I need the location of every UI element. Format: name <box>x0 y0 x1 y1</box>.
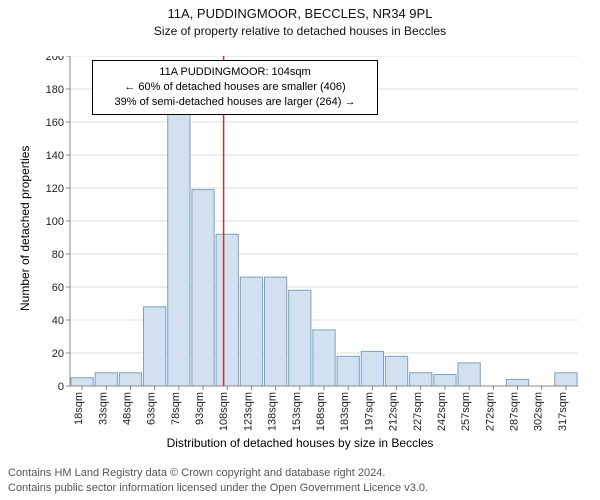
chart-container: 11A, PUDDINGMOOR, BECCLES, NR34 9PL Size… <box>0 0 600 500</box>
footer-line-1: Contains HM Land Registry data © Crown c… <box>8 466 592 481</box>
histogram-bar <box>216 234 238 386</box>
svg-text:302sqm: 302sqm <box>533 392 545 431</box>
histogram-bar <box>458 363 480 386</box>
chart-title: 11A, PUDDINGMOOR, BECCLES, NR34 9PL <box>0 6 600 21</box>
footer-line-2: Contains public sector information licen… <box>8 481 592 496</box>
svg-text:20: 20 <box>52 348 64 360</box>
histogram-bar <box>506 379 528 386</box>
y-axis-label: Number of detached properties <box>18 146 32 311</box>
svg-text:212sqm: 212sqm <box>388 392 400 431</box>
histogram-bar <box>385 356 407 386</box>
annotation-line-1: 11A PUDDINGMOOR: 104sqm <box>99 65 371 80</box>
svg-text:272sqm: 272sqm <box>484 392 496 431</box>
svg-text:180: 180 <box>46 84 64 96</box>
svg-text:120: 120 <box>46 183 64 195</box>
svg-text:197sqm: 197sqm <box>363 392 375 431</box>
svg-text:0: 0 <box>58 381 64 393</box>
svg-text:108sqm: 108sqm <box>218 392 230 431</box>
footer: Contains HM Land Registry data © Crown c… <box>0 462 600 500</box>
svg-text:140: 140 <box>46 150 64 162</box>
histogram-bar <box>95 373 117 386</box>
annotation-box: 11A PUDDINGMOOR: 104sqm ← 60% of detache… <box>92 60 378 115</box>
svg-text:48sqm: 48sqm <box>121 392 133 425</box>
svg-text:183sqm: 183sqm <box>339 392 351 431</box>
svg-text:123sqm: 123sqm <box>242 392 254 431</box>
svg-text:63sqm: 63sqm <box>146 392 158 425</box>
x-axis-label: Distribution of detached houses by size … <box>0 436 600 450</box>
histogram-bar <box>434 374 456 386</box>
svg-text:18sqm: 18sqm <box>73 392 85 425</box>
histogram-bar <box>144 307 166 386</box>
svg-text:100: 100 <box>46 216 64 228</box>
svg-text:93sqm: 93sqm <box>194 392 206 425</box>
svg-text:242sqm: 242sqm <box>436 392 448 431</box>
svg-text:227sqm: 227sqm <box>412 392 424 431</box>
histogram-bar <box>410 373 432 386</box>
svg-text:33sqm: 33sqm <box>97 392 109 425</box>
histogram-bar <box>119 373 141 386</box>
histogram-bar <box>289 290 311 386</box>
svg-text:40: 40 <box>52 315 64 327</box>
svg-text:138sqm: 138sqm <box>267 392 279 431</box>
histogram-bar <box>168 89 190 386</box>
svg-text:60: 60 <box>52 282 64 294</box>
annotation-line-3: 39% of semi-detached houses are larger (… <box>99 95 371 110</box>
svg-text:78sqm: 78sqm <box>170 392 182 425</box>
svg-text:287sqm: 287sqm <box>509 392 521 431</box>
histogram-bar <box>71 378 93 386</box>
histogram-bar <box>337 356 359 386</box>
chart-subtitle: Size of property relative to detached ho… <box>0 24 600 38</box>
histogram-bar <box>313 330 335 386</box>
svg-text:153sqm: 153sqm <box>291 392 303 431</box>
svg-text:160: 160 <box>46 117 64 129</box>
histogram-bar <box>361 351 383 386</box>
histogram-bar <box>192 190 214 386</box>
annotation-line-2: ← 60% of detached houses are smaller (40… <box>99 80 371 95</box>
svg-text:80: 80 <box>52 249 64 261</box>
histogram-bar <box>264 277 286 386</box>
svg-text:257sqm: 257sqm <box>460 392 472 431</box>
histogram-bar <box>240 277 262 386</box>
svg-text:317sqm: 317sqm <box>557 392 569 431</box>
histogram-bar <box>555 373 577 386</box>
svg-text:168sqm: 168sqm <box>315 392 327 431</box>
svg-text:200: 200 <box>46 56 64 63</box>
